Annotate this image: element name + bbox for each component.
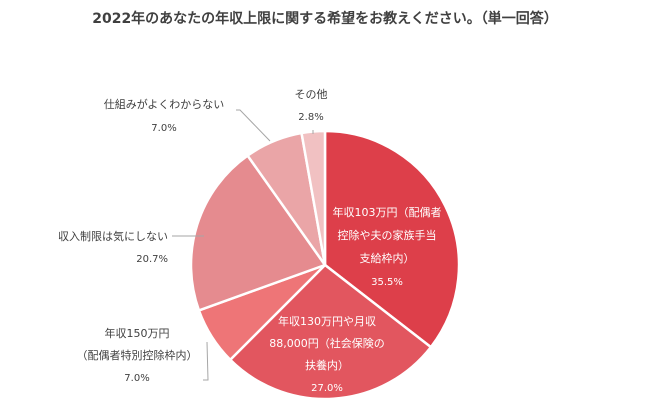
slice-category-label: 88,000円（社会保険の bbox=[269, 336, 385, 350]
slice-category-label: 控除や夫の家族手当 bbox=[338, 228, 437, 242]
slice-category-label: 仕組みがよくわからない bbox=[104, 97, 224, 111]
slice-label: その他 2.8% bbox=[295, 88, 328, 123]
leader-line bbox=[236, 109, 271, 142]
slice-label: 収入制限は気にしない 20.7% bbox=[58, 229, 168, 265]
chart-title: 2022年のあなたの年収上限に関する希望をお教えください。（単一回答） bbox=[92, 11, 558, 27]
slice-percent-label: 2.8% bbox=[298, 112, 323, 123]
slice-category-label: 年収130万円や月収 bbox=[278, 314, 376, 328]
slice-label: 年収130万円や月収 88,000円（社会保険の扶養内） 27.0% bbox=[269, 314, 385, 394]
slice-category-label: 扶養内） bbox=[305, 358, 349, 372]
slice-percent-label: 7.0% bbox=[151, 123, 176, 134]
slice-label: 年収150万円 （配偶者特別控除枠内） 7.0% bbox=[77, 326, 198, 384]
pie-slice bbox=[228, 263, 433, 401]
slice-category-label: 支給枠内） bbox=[360, 251, 415, 265]
slice-label: 年収103万円（配偶者控除や夫の家族手当支給枠内） 35.5% bbox=[333, 205, 442, 288]
slice-category-label: 年収103万円（配偶者 bbox=[333, 205, 442, 219]
leader-line bbox=[203, 341, 209, 381]
pie-slices bbox=[189, 129, 461, 401]
slice-category-label: 年収150万円 bbox=[105, 326, 170, 340]
slice-category-label: 収入制限は気にしない bbox=[58, 229, 168, 243]
slice-percent-label: 7.0% bbox=[124, 373, 149, 384]
slice-percent-label: 35.5% bbox=[371, 277, 403, 288]
slice-percent-label: 20.7% bbox=[136, 254, 168, 265]
pie-slice bbox=[323, 129, 461, 349]
slice-category-label: （配偶者特別控除枠内） bbox=[77, 348, 198, 362]
leader-lines bbox=[172, 109, 314, 381]
pie-slice bbox=[189, 153, 327, 312]
slice-label: 仕組みがよくわからない 7.0% bbox=[104, 97, 224, 134]
slice-category-label: その他 bbox=[295, 88, 328, 101]
slice-percent-label: 27.0% bbox=[311, 383, 343, 394]
slice-labels: 年収103万円（配偶者控除や夫の家族手当支給枠内） 35.5% 年収130万円や月収… bbox=[58, 88, 442, 394]
